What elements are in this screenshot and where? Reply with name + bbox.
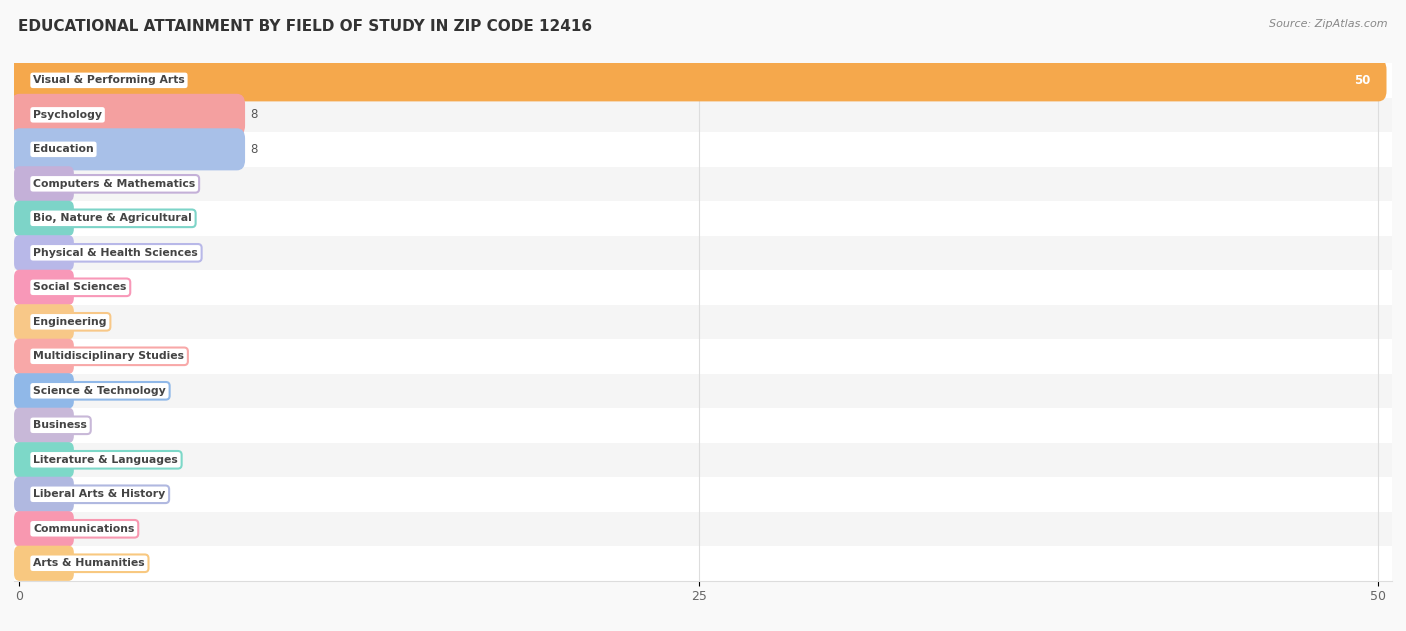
FancyBboxPatch shape: [14, 511, 75, 546]
Text: Education: Education: [34, 144, 94, 155]
Text: 8: 8: [250, 109, 257, 121]
Text: Literature & Languages: Literature & Languages: [34, 455, 177, 465]
Bar: [14, 235, 1392, 270]
Text: 50: 50: [1354, 74, 1371, 87]
Bar: [14, 201, 1392, 235]
FancyBboxPatch shape: [14, 166, 75, 201]
FancyBboxPatch shape: [11, 59, 1386, 102]
FancyBboxPatch shape: [14, 373, 75, 408]
Text: Computers & Mathematics: Computers & Mathematics: [34, 179, 195, 189]
FancyBboxPatch shape: [11, 94, 245, 136]
Text: 0: 0: [79, 557, 87, 570]
Bar: [14, 477, 1392, 512]
Text: 0: 0: [79, 281, 87, 294]
Text: Psychology: Psychology: [34, 110, 103, 120]
Text: Science & Technology: Science & Technology: [34, 386, 166, 396]
Text: Arts & Humanities: Arts & Humanities: [34, 558, 145, 569]
Bar: [14, 512, 1392, 546]
Bar: [14, 442, 1392, 477]
FancyBboxPatch shape: [14, 476, 75, 512]
FancyBboxPatch shape: [14, 304, 75, 339]
FancyBboxPatch shape: [11, 128, 245, 170]
Bar: [14, 374, 1392, 408]
Text: Communications: Communications: [34, 524, 135, 534]
Text: Liberal Arts & History: Liberal Arts & History: [34, 489, 166, 499]
Text: 0: 0: [79, 384, 87, 398]
Text: Business: Business: [34, 420, 87, 430]
Text: 0: 0: [79, 350, 87, 363]
FancyBboxPatch shape: [14, 408, 75, 443]
Text: EDUCATIONAL ATTAINMENT BY FIELD OF STUDY IN ZIP CODE 12416: EDUCATIONAL ATTAINMENT BY FIELD OF STUDY…: [18, 19, 592, 34]
Text: Social Sciences: Social Sciences: [34, 282, 127, 292]
FancyBboxPatch shape: [14, 269, 75, 305]
Bar: [14, 339, 1392, 374]
FancyBboxPatch shape: [14, 235, 75, 271]
Text: Multidisciplinary Studies: Multidisciplinary Studies: [34, 351, 184, 362]
Text: 0: 0: [79, 246, 87, 259]
Bar: [14, 408, 1392, 442]
Bar: [14, 167, 1392, 201]
Text: Source: ZipAtlas.com: Source: ZipAtlas.com: [1270, 19, 1388, 29]
FancyBboxPatch shape: [14, 201, 75, 236]
FancyBboxPatch shape: [14, 442, 75, 478]
Bar: [14, 63, 1392, 98]
Bar: [14, 98, 1392, 132]
Text: 0: 0: [79, 488, 87, 501]
Text: Bio, Nature & Agricultural: Bio, Nature & Agricultural: [34, 213, 191, 223]
Bar: [14, 305, 1392, 339]
Text: 0: 0: [79, 419, 87, 432]
Text: Visual & Performing Arts: Visual & Performing Arts: [34, 75, 184, 85]
Text: 0: 0: [79, 212, 87, 225]
Bar: [14, 132, 1392, 167]
Bar: [14, 546, 1392, 581]
Text: 0: 0: [79, 453, 87, 466]
Bar: [14, 270, 1392, 305]
FancyBboxPatch shape: [14, 546, 75, 581]
Text: 0: 0: [79, 177, 87, 191]
Text: 0: 0: [79, 316, 87, 328]
Text: 8: 8: [250, 143, 257, 156]
Text: 0: 0: [79, 522, 87, 535]
FancyBboxPatch shape: [14, 339, 75, 374]
Text: Physical & Health Sciences: Physical & Health Sciences: [34, 248, 198, 258]
Text: Engineering: Engineering: [34, 317, 107, 327]
